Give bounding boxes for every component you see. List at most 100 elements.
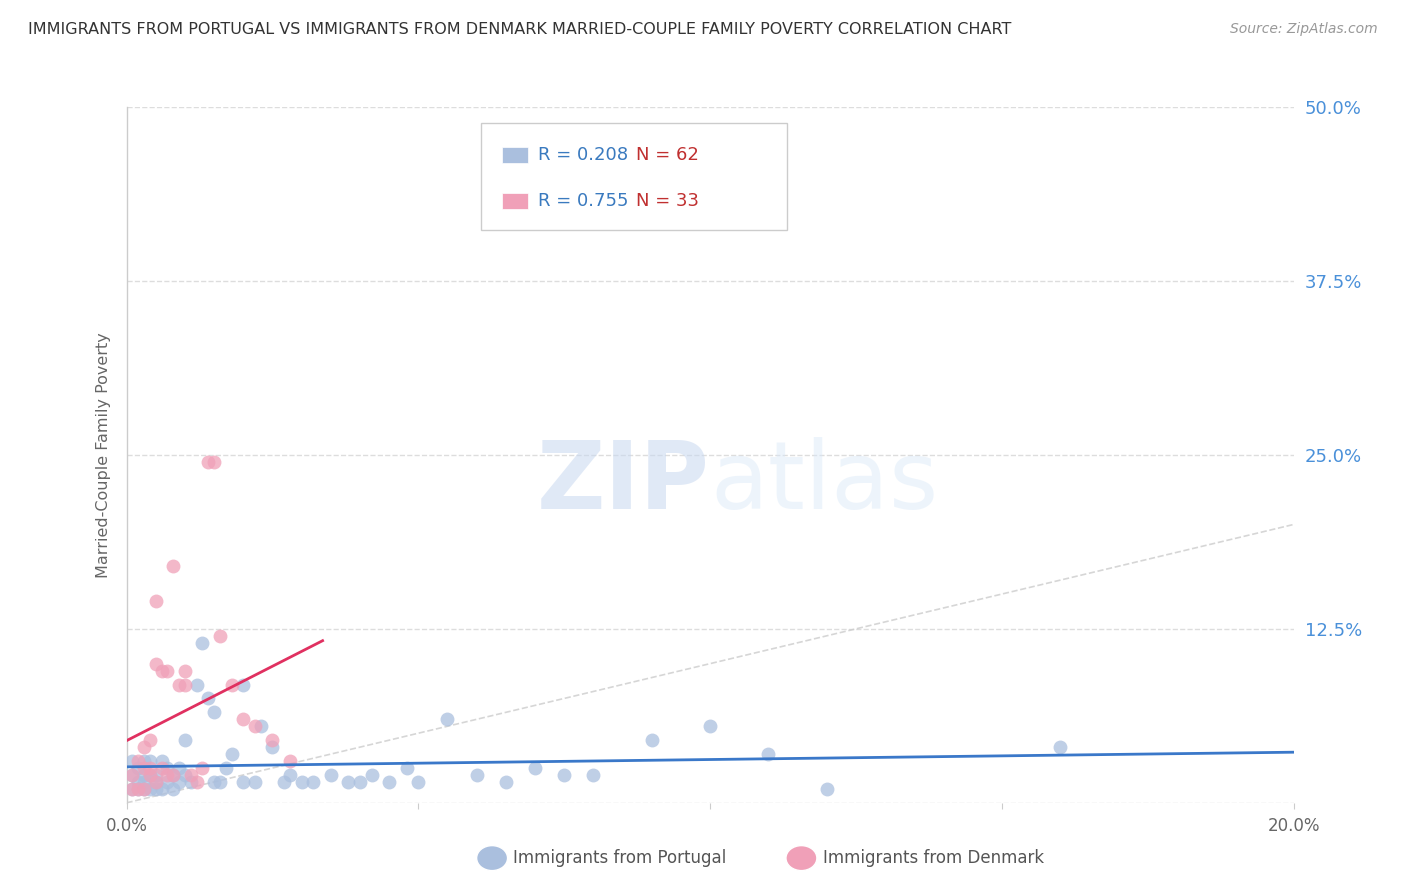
Point [262,733,284,747]
Point [180,775,202,789]
Point [127,754,149,768]
Point [395,761,418,775]
Point [132,781,155,796]
Point [174,733,197,747]
Point [197,455,219,469]
Point [127,761,149,775]
Point [191,636,214,650]
Point [408,775,430,789]
Text: Immigrants from Denmark: Immigrants from Denmark [823,849,1043,867]
Point [121,754,143,768]
Point [215,761,238,775]
Point [156,664,179,678]
Point [145,768,167,782]
Point [699,719,721,733]
Point [162,768,184,782]
Point [524,761,547,775]
Point [139,754,162,768]
Point [1049,740,1071,755]
Point [132,781,155,796]
Point [465,768,488,782]
Point [174,664,197,678]
Point [232,712,254,726]
Point [208,629,231,643]
Point [232,677,254,691]
Point [174,768,197,782]
Point [349,775,371,789]
Point [290,775,312,789]
Point [139,733,162,747]
Point [278,754,301,768]
Point [121,781,143,796]
Text: atlas: atlas [710,437,938,529]
Point [145,775,167,789]
Point [756,747,779,761]
Point [156,761,179,775]
Point [221,677,243,691]
Point [150,754,173,768]
Point [127,775,149,789]
Text: R = 0.755: R = 0.755 [537,192,628,210]
Point [162,768,184,782]
Y-axis label: Married-Couple Family Poverty: Married-Couple Family Poverty [96,332,111,578]
Text: Source: ZipAtlas.com: Source: ZipAtlas.com [1230,22,1378,37]
Point [139,768,162,782]
Point [127,781,149,796]
Point [150,761,173,775]
Point [262,740,284,755]
Point [273,775,295,789]
Point [202,775,225,789]
Text: Immigrants from Portugal: Immigrants from Portugal [513,849,727,867]
Point [553,768,575,782]
Point [337,775,360,789]
Point [640,733,664,747]
Point [139,768,162,782]
Point [582,768,605,782]
Point [132,761,155,775]
Text: IMMIGRANTS FROM PORTUGAL VS IMMIGRANTS FROM DENMARK MARRIED-COUPLE FAMILY POVERT: IMMIGRANTS FROM PORTUGAL VS IMMIGRANTS F… [28,22,1011,37]
Point [167,761,190,775]
Point [815,781,838,796]
Point [132,775,155,789]
Point [167,775,190,789]
Point [208,775,231,789]
Point [145,657,167,671]
Point [121,768,143,782]
Point [202,455,225,469]
Point [243,775,266,789]
Point [139,761,162,775]
Point [221,747,243,761]
Point [191,761,214,775]
Point [121,781,143,796]
Point [150,664,173,678]
Point [197,691,219,706]
Point [162,559,184,574]
Point [495,775,517,789]
Point [145,594,167,608]
Point [319,768,342,782]
Point [232,775,254,789]
Point [302,775,325,789]
Point [145,781,167,796]
Point [167,677,190,691]
Point [127,781,149,796]
Point [156,768,179,782]
Point [278,768,301,782]
Point [378,775,401,789]
Point [436,712,458,726]
Point [162,781,184,796]
Point [156,775,179,789]
Text: N = 33: N = 33 [636,192,699,210]
Point [186,677,208,691]
Point [360,768,382,782]
Text: R = 0.208: R = 0.208 [537,146,627,164]
Point [150,781,173,796]
Point [243,719,266,733]
Point [180,768,202,782]
Point [145,775,167,789]
Text: N = 62: N = 62 [636,146,699,164]
Point [121,768,143,782]
Point [202,706,225,720]
Point [186,775,208,789]
Point [174,677,197,691]
